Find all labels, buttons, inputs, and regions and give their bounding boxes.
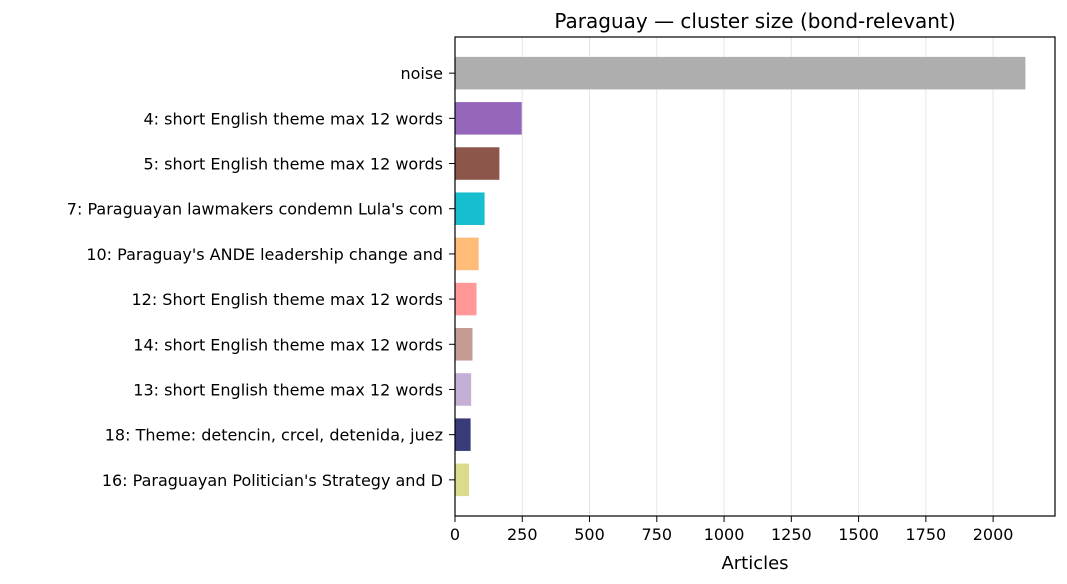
- bar: [455, 373, 472, 406]
- x-tick-label: 0: [450, 525, 460, 544]
- bar: [455, 237, 479, 271]
- x-tick-label: 1500: [838, 525, 879, 544]
- bar: [455, 102, 522, 135]
- x-tick-label: 1250: [771, 525, 812, 544]
- x-tick-label: 500: [574, 525, 605, 544]
- y-tick-label: 10: Paraguay's ANDE leadership change an…: [86, 245, 443, 264]
- y-tick-label: 4: short English theme max 12 words: [143, 109, 443, 128]
- y-tick-label: 14: short English theme max 12 words: [133, 335, 443, 354]
- y-tick-label: 12: Short English theme max 12 words: [131, 290, 443, 309]
- x-tick-label: 250: [507, 525, 538, 544]
- bar: [455, 282, 477, 316]
- y-tick-label: 7: Paraguayan lawmakers condemn Lula's c…: [67, 200, 443, 219]
- x-tick-label: 1000: [704, 525, 745, 544]
- y-tick-label: 13: short English theme max 12 words: [133, 380, 443, 399]
- y-tick-label: 16: Paraguayan Politician's Strategy and…: [102, 471, 443, 490]
- bars: [455, 56, 1026, 497]
- bar: [455, 192, 485, 225]
- y-tick-label: noise: [400, 64, 443, 83]
- x-axis-ticks: 0 250 500 750 1000 1250 1500 1750 2000: [450, 516, 1014, 544]
- x-axis-label: Articles: [721, 553, 788, 574]
- bar: [455, 418, 471, 451]
- grid-lines: [454, 37, 994, 516]
- y-axis-ticks: noise 4: short English theme max 12 words…: [67, 64, 455, 490]
- x-tick-label: 2000: [973, 525, 1014, 544]
- y-tick-label: 18: Theme: detencin, crcel, detenida, ju…: [105, 426, 443, 445]
- chart-title: Paraguay — cluster size (bond-relevant): [554, 9, 955, 33]
- bar: [455, 463, 469, 497]
- x-tick-label: 750: [642, 525, 673, 544]
- bar: [455, 56, 1026, 90]
- bar: [455, 328, 473, 361]
- x-tick-label: 1750: [905, 525, 946, 544]
- bar: [455, 147, 500, 180]
- y-tick-label: 5: short English theme max 12 words: [143, 155, 443, 174]
- plot-frame: [454, 36, 1056, 517]
